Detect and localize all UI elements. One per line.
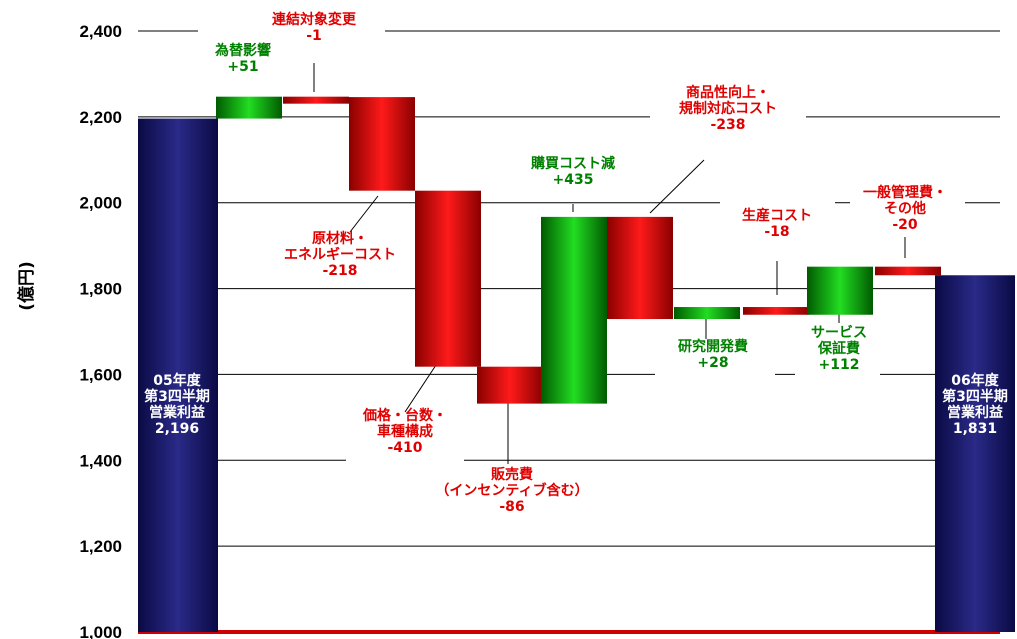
decrease-bar: [349, 97, 415, 191]
data-label-line: 規制対応コスト: [679, 100, 777, 117]
data-label-line: 商品性向上・: [686, 84, 770, 101]
data-label-line: 原材料・: [312, 230, 368, 247]
data-label: サービス保証費+112: [811, 325, 867, 373]
y-tick-label: 1,000: [79, 623, 122, 639]
data-label-line: 連結対象変更: [272, 11, 357, 28]
decrease-bar: [415, 190, 481, 367]
data-label: 一般管理費・その他-20: [863, 184, 947, 233]
data-label-line: 05年度: [153, 372, 201, 389]
data-label-line: +112: [819, 357, 860, 373]
y-axis-ticks: 1,000 1,200 1,400 1,600 1,800 2,000 2,200 2,400: [79, 22, 122, 639]
data-label-line: 販売費: [491, 466, 533, 483]
data-label: 生産コスト-18: [742, 207, 812, 240]
leader-line: [349, 195, 379, 233]
decrease-bar: [607, 216, 673, 320]
data-label-line: -18: [764, 224, 789, 240]
data-label-line: 保証費: [817, 340, 860, 357]
data-label-line: エネルギーコスト: [284, 246, 396, 263]
decrease-bar: [477, 366, 543, 404]
increase-bar: [807, 266, 873, 315]
data-label: 原材料・エネルギーコスト-218: [284, 230, 396, 279]
leader-lines: [313, 63, 906, 464]
y-tick-label: 1,800: [79, 280, 122, 299]
y-axis-label: (億円): [16, 261, 37, 311]
data-label-line: +28: [697, 355, 728, 371]
data-label: 購買コスト減+435: [530, 155, 615, 188]
y-tick-label: 1,600: [79, 365, 122, 384]
increase-bar: [674, 307, 740, 320]
data-label-line: 第3四半期: [942, 388, 1008, 405]
data-label: 価格・台数・車種構成-410: [362, 407, 447, 456]
data-label-line: 購買コスト減: [530, 155, 615, 172]
data-label-line: 営業利益: [947, 404, 1003, 421]
y-tick-label: 2,000: [79, 194, 122, 213]
data-label-line: 研究開発費: [678, 338, 748, 355]
data-label-line: -1: [306, 28, 322, 44]
data-label-line: 車種構成: [377, 423, 433, 440]
data-label: 05年度第3四半期営業利益 2,196: [144, 372, 210, 437]
data-label: 06年度第3四半期営業利益 1,831: [942, 372, 1008, 437]
data-label-line: -218: [322, 263, 357, 279]
data-label-line: 一般管理費・: [863, 184, 947, 201]
data-label-line: サービス: [811, 325, 867, 341]
data-label: 連結対象変更-1: [272, 11, 357, 44]
data-label-line: その他: [884, 200, 926, 217]
total-bar: [935, 275, 1015, 632]
data-label-line: -410: [387, 440, 422, 456]
total-bar: [138, 118, 218, 633]
decrease-bar: [875, 266, 941, 276]
y-tick-label: 2,200: [79, 108, 122, 127]
data-label-line: 2,196: [155, 421, 199, 437]
decrease-bar: [283, 96, 349, 104]
data-labels: 05年度第3四半期営業利益 2,196為替影響+51連結対象変更-1原材料・エネル…: [144, 11, 1008, 515]
data-label-line: 第3四半期: [144, 388, 210, 405]
data-label-line: 価格・台数・: [362, 407, 447, 424]
increase-bar: [216, 96, 282, 119]
data-label-line: 生産コスト: [742, 207, 812, 224]
data-label: 商品性向上・規制対応コスト-238: [679, 84, 777, 133]
bars: [138, 96, 1015, 633]
data-label-line: 営業利益: [149, 404, 205, 421]
data-label-line: +435: [553, 172, 594, 188]
y-tick-label: 1,200: [79, 537, 122, 556]
data-label-line: -20: [892, 217, 918, 233]
data-label-line: 1,831: [953, 421, 997, 437]
leader-line: [649, 159, 705, 214]
data-label-line: 06年度: [951, 372, 999, 389]
data-label-line: （インセンティブ含む）: [435, 482, 588, 499]
data-label-line: +51: [227, 59, 258, 75]
increase-bar: [541, 216, 607, 404]
data-label-line: 為替影響: [214, 42, 271, 59]
data-label-line: -86: [499, 499, 524, 515]
leader-line: [404, 361, 439, 413]
data-label-line: -238: [710, 117, 745, 133]
data-label: 為替影響+51: [214, 42, 271, 75]
data-label: 販売費（インセンティブ含む）-86: [435, 466, 588, 515]
y-tick-label: 1,400: [79, 451, 122, 470]
decrease-bar: [743, 307, 809, 315]
data-label: 研究開発費+28: [678, 338, 748, 371]
y-tick-label: 2,400: [79, 22, 122, 41]
